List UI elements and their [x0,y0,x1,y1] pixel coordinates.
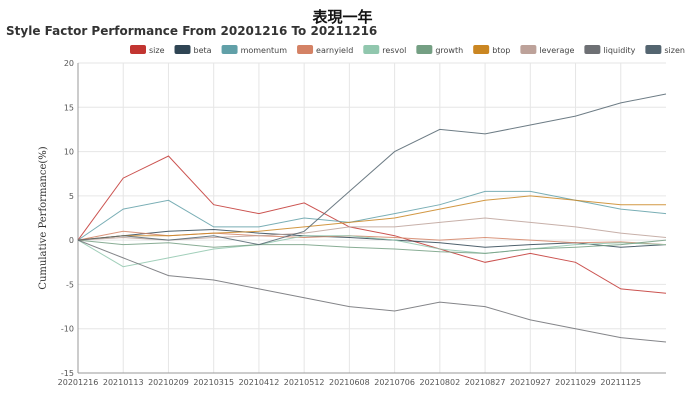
x-tick-label: 20201216 [58,378,99,387]
y-tick-label: 15 [64,103,74,112]
x-tick-label: 20211029 [555,378,596,387]
x-tick-label: 20211125 [600,378,641,387]
legend-swatch-beta[interactable] [174,45,191,54]
series-line-size [77,155,667,294]
legend-swatch-resvol[interactable] [363,45,380,54]
legend-label-sizenl[interactable]: sizenl [664,46,685,55]
y-tick-label: 20 [64,59,74,68]
series-line-resvol [77,235,667,268]
series-line-btop [77,195,666,241]
legend-swatch-leverage[interactable] [520,45,537,54]
legend-label-btop[interactable]: btop [492,46,510,55]
y-tick-label: -10 [61,325,74,334]
x-tick-label: 20210113 [103,378,144,387]
legend-swatch-sizenl[interactable] [645,45,662,54]
x-tick-label: 20210608 [329,378,370,387]
x-tick-label: 20210827 [465,378,506,387]
legend-swatch-growth[interactable] [416,45,433,54]
x-tick-label: 20210209 [148,378,189,387]
legend-swatch-liquidity[interactable] [584,45,601,54]
y-axis-label: Cumulative Performance(%) [38,146,49,289]
legend-label-leverage[interactable]: leverage [539,46,574,55]
legend-label-growth[interactable]: growth [435,46,463,55]
legend-label-earnyield[interactable]: earnyield [316,46,353,55]
x-tick-label: 20210512 [284,378,325,387]
page-heading: 表現一年 [312,8,373,26]
series-line-momentum [77,190,667,241]
legend-swatch-earnyield[interactable] [297,45,314,54]
series-line-liquidity [77,239,667,343]
y-tick-label: 10 [64,148,74,157]
legend-swatch-momentum[interactable] [221,45,238,54]
x-tick-label: 20210315 [193,378,234,387]
legend-label-beta[interactable]: beta [194,46,212,55]
chart-title: Style Factor Performance From 20201216 T… [6,24,378,38]
legend-label-size[interactable]: size [149,46,165,55]
series-line-growth [77,239,667,254]
series-line-sizenl [77,93,667,246]
x-tick-label: 20210412 [239,378,280,387]
y-tick-label: 5 [69,192,74,201]
y-tick-label: 0 [69,236,74,245]
legend-label-resvol[interactable]: resvol [382,46,406,55]
x-tick-label: 20210706 [374,378,415,387]
x-tick-label: 20210802 [419,378,460,387]
legend-label-liquidity[interactable]: liquidity [603,46,635,55]
legend-swatch-size[interactable] [130,45,146,54]
y-tick-label: -15 [61,369,74,378]
y-tick-label: -5 [66,280,74,289]
x-tick-label: 20210927 [510,378,551,387]
legend-label-momentum[interactable]: momentum [241,46,288,55]
series-line-beta [77,228,667,248]
legend-swatch-btop[interactable] [473,45,490,54]
